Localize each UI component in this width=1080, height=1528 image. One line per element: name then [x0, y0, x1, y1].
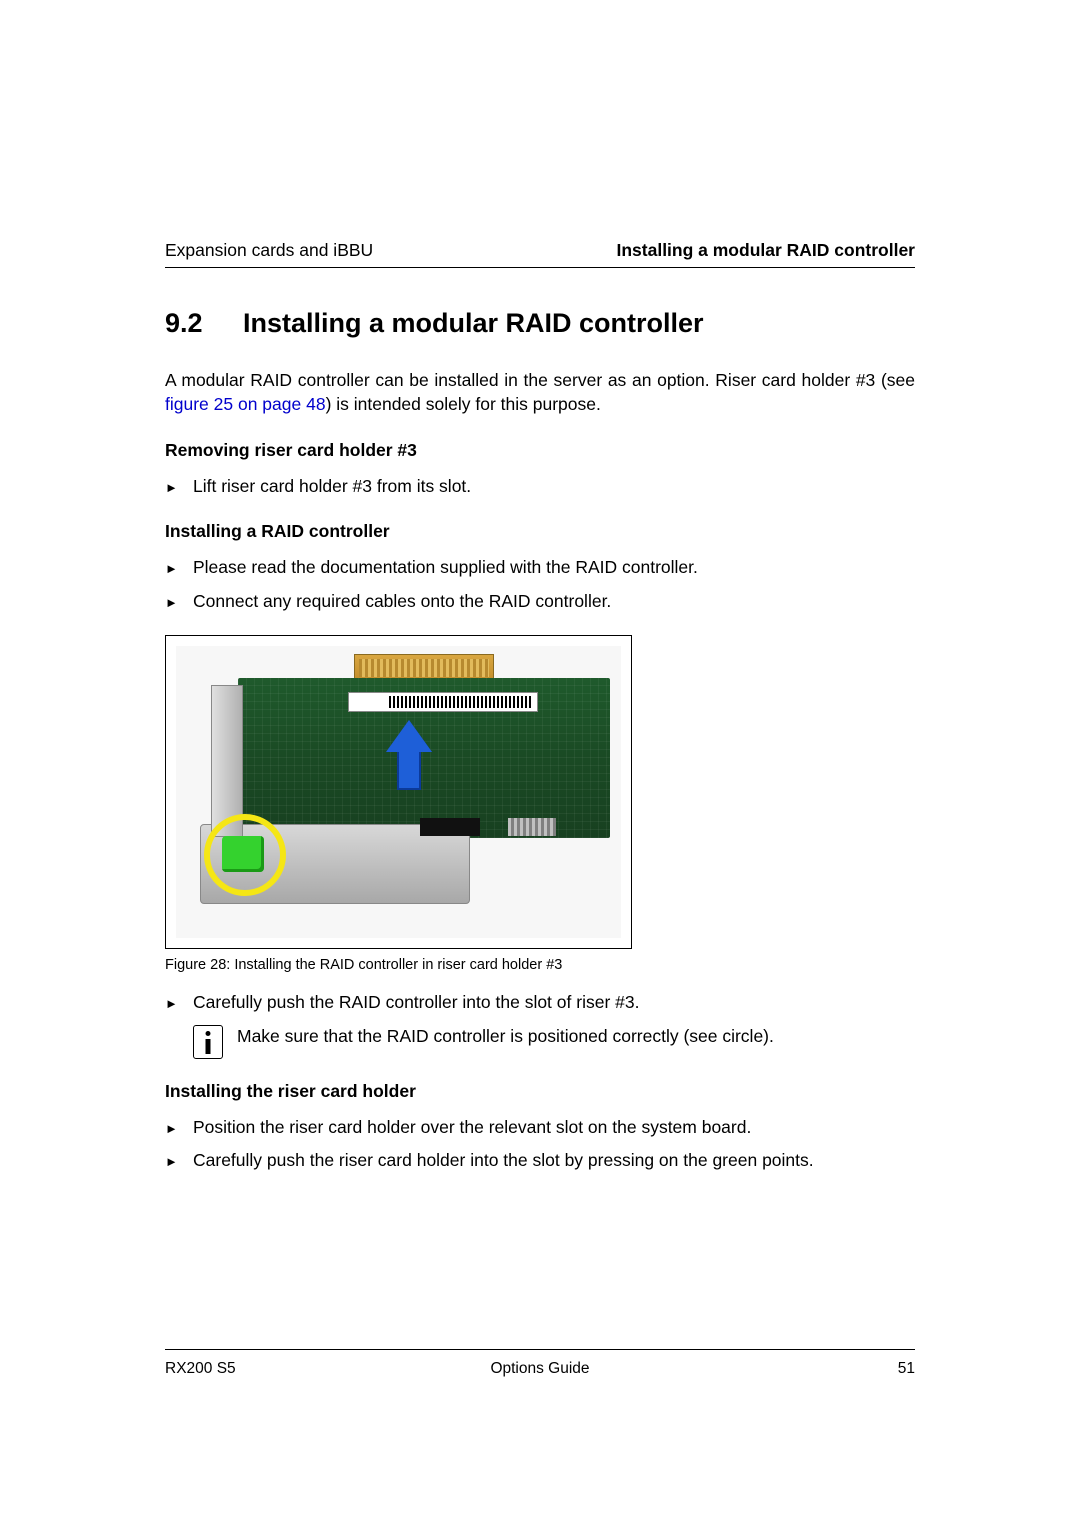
- running-head: Expansion cards and iBBU Installing a mo…: [165, 240, 915, 268]
- subheading-removing: Removing riser card holder #3: [165, 440, 915, 461]
- cross-reference-link[interactable]: figure 25 on page 48: [165, 394, 326, 414]
- section-heading: 9.2 Installing a modular RAID controller: [165, 308, 915, 339]
- step-item: Carefully push the riser card holder int…: [165, 1149, 915, 1173]
- step-item: Lift riser card holder #3 from its slot.: [165, 475, 915, 499]
- intro-text-before: A modular RAID controller can be install…: [165, 370, 915, 390]
- subheading-installing-controller: Installing a RAID controller: [165, 521, 915, 542]
- running-head-left: Expansion cards and iBBU: [165, 240, 373, 261]
- steps-removing: Lift riser card holder #3 from its slot.: [165, 475, 915, 499]
- document-page: Expansion cards and iBBU Installing a mo…: [0, 0, 1080, 1528]
- footer-page-number: 51: [898, 1360, 915, 1378]
- highlight-circle: [204, 814, 286, 896]
- barcode-label: [348, 692, 538, 712]
- info-note-text: Make sure that the RAID controller is po…: [237, 1025, 774, 1049]
- section-title: Installing a modular RAID controller: [243, 308, 704, 339]
- footer-doc-title: Options Guide: [165, 1360, 915, 1378]
- steps-installing-after: Carefully push the RAID controller into …: [165, 991, 915, 1015]
- page-footer: RX200 S5 Options Guide 51: [165, 1349, 915, 1378]
- intro-text-after: ) is intended solely for this purpose.: [326, 394, 601, 414]
- info-icon: [193, 1025, 223, 1059]
- black-connector: [420, 818, 480, 836]
- step-item: Connect any required cables onto the RAI…: [165, 590, 915, 614]
- figure-caption: Figure 28: Installing the RAID controlle…: [165, 957, 915, 973]
- step-item: Carefully push the RAID controller into …: [165, 991, 915, 1015]
- info-note: Make sure that the RAID controller is po…: [193, 1025, 915, 1059]
- figure-box: [165, 635, 632, 949]
- step-item: Position the riser card holder over the …: [165, 1116, 915, 1140]
- steps-installing-holder: Position the riser card holder over the …: [165, 1116, 915, 1173]
- subheading-installing-holder: Installing the riser card holder: [165, 1081, 915, 1102]
- running-head-right: Installing a modular RAID controller: [616, 240, 915, 261]
- pin-connector: [508, 818, 556, 836]
- section-number: 9.2: [165, 308, 243, 339]
- intro-paragraph: A modular RAID controller can be install…: [165, 369, 915, 416]
- step-item: Please read the documentation supplied w…: [165, 556, 915, 580]
- footer-model: RX200 S5: [165, 1360, 236, 1378]
- steps-installing-before: Please read the documentation supplied w…: [165, 556, 915, 613]
- figure-illustration: [176, 646, 621, 938]
- insert-arrow-icon: [386, 720, 432, 790]
